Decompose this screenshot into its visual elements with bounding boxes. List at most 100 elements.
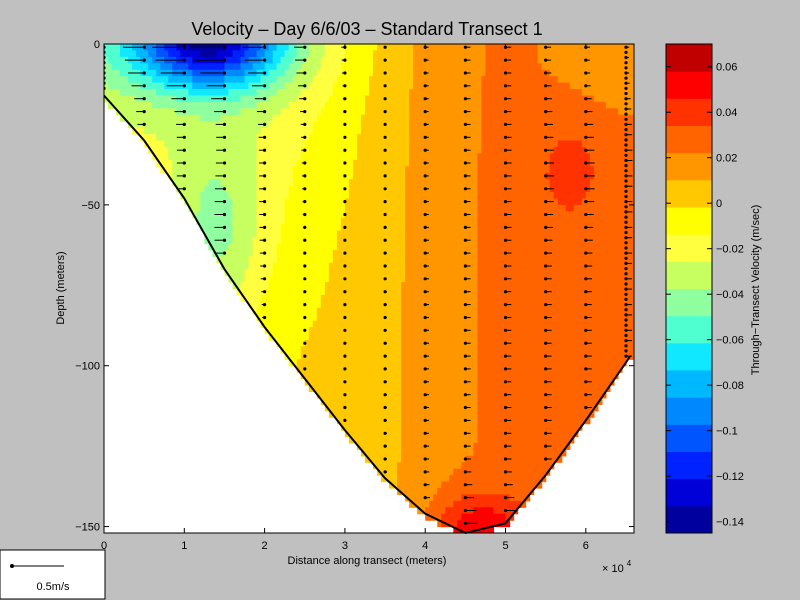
velocity-cell <box>493 249 499 257</box>
velocity-cell <box>425 191 430 200</box>
velocity-cell <box>393 333 398 341</box>
velocity-cell <box>425 76 430 84</box>
velocity-cell <box>232 134 238 142</box>
velocity-cell <box>449 397 454 405</box>
velocity-cell <box>457 282 462 290</box>
velocity-cell <box>465 359 470 367</box>
velocity-cell <box>336 101 342 109</box>
velocity-cell <box>268 211 274 219</box>
velocity-cell <box>477 339 483 347</box>
velocity-cell <box>356 352 362 360</box>
velocity-cell <box>445 198 450 206</box>
velocity-cell <box>360 436 366 444</box>
velocity-cell <box>224 256 230 264</box>
velocity-cell <box>224 230 230 238</box>
velocity-cell <box>441 211 446 219</box>
velocity-cell <box>473 417 479 425</box>
velocity-cell <box>296 217 302 225</box>
velocity-cell <box>324 378 330 386</box>
velocity-cell <box>308 50 314 58</box>
velocity-cell <box>381 327 386 335</box>
velocity-cell <box>280 153 286 161</box>
velocity-cell <box>340 294 346 302</box>
velocity-cell <box>204 153 209 161</box>
velocity-cell <box>356 320 362 328</box>
velocity-cell <box>336 256 342 264</box>
velocity-cell <box>397 146 402 154</box>
velocity-cell <box>393 230 398 238</box>
velocity-cell <box>220 76 226 84</box>
velocity-cell <box>272 320 278 328</box>
velocity-cell <box>385 468 390 476</box>
velocity-cell <box>248 140 254 148</box>
velocity-cell <box>248 288 254 296</box>
velocity-cell <box>393 134 398 142</box>
velocity-cell <box>168 172 173 180</box>
velocity-cell <box>332 166 338 174</box>
velocity-cell <box>373 211 378 219</box>
velocity-cell <box>397 224 402 232</box>
velocity-cell <box>228 198 234 206</box>
velocity-cell <box>389 185 394 193</box>
velocity-cell <box>457 294 462 302</box>
velocity-cell <box>397 63 402 71</box>
velocity-cell <box>324 333 330 341</box>
velocity-cell <box>505 179 511 187</box>
velocity-cell <box>352 404 358 412</box>
velocity-cell <box>204 185 209 193</box>
velocity-cell <box>481 44 487 52</box>
velocity-cell <box>405 101 410 109</box>
velocity-cell <box>340 166 346 174</box>
velocity-cell <box>244 159 250 167</box>
velocity-cell <box>469 101 474 109</box>
velocity-cell <box>393 269 398 277</box>
velocity-cell <box>389 372 394 380</box>
velocity-cell <box>453 101 458 109</box>
velocity-cell <box>352 134 358 142</box>
velocity-cell <box>417 288 422 296</box>
velocity-cell <box>457 153 462 161</box>
velocity-cell <box>312 159 318 167</box>
velocity-cell <box>296 333 302 341</box>
velocity-cell <box>348 359 354 367</box>
velocity-cell <box>356 217 362 225</box>
velocity-cell <box>360 204 366 212</box>
velocity-cell <box>457 404 462 412</box>
velocity-cell <box>268 50 274 58</box>
velocity-cell <box>268 282 274 290</box>
velocity-cell <box>381 44 386 52</box>
velocity-cell <box>344 294 350 302</box>
velocity-cell <box>268 134 274 142</box>
velocity-cell <box>501 95 507 103</box>
velocity-cell <box>336 211 342 219</box>
velocity-cell <box>252 159 258 167</box>
velocity-cell <box>433 76 438 84</box>
velocity-cell <box>433 243 438 251</box>
velocity-cell <box>312 179 318 187</box>
velocity-cell <box>240 249 246 257</box>
velocity-cell <box>373 359 378 367</box>
velocity-cell <box>340 262 346 270</box>
velocity-cell <box>304 294 310 302</box>
velocity-cell <box>272 224 278 232</box>
velocity-cell <box>356 282 362 290</box>
velocity-cell <box>292 327 298 335</box>
velocity-cell <box>385 63 390 71</box>
velocity-cell <box>397 385 402 393</box>
velocity-cell <box>288 275 294 283</box>
velocity-cell <box>348 301 354 309</box>
velocity-cell <box>292 288 298 296</box>
velocity-cell <box>489 172 495 180</box>
velocity-cell <box>332 404 338 412</box>
velocity-cell <box>296 282 302 290</box>
velocity-cell <box>437 352 442 360</box>
velocity-cell <box>364 243 370 251</box>
velocity-cell <box>152 121 157 129</box>
velocity-cell <box>429 494 434 502</box>
velocity-cell <box>461 301 466 309</box>
velocity-cell <box>381 224 386 232</box>
velocity-cell <box>489 500 495 508</box>
velocity-cell <box>324 346 330 354</box>
velocity-cell <box>437 159 442 167</box>
velocity-cell <box>389 288 394 296</box>
